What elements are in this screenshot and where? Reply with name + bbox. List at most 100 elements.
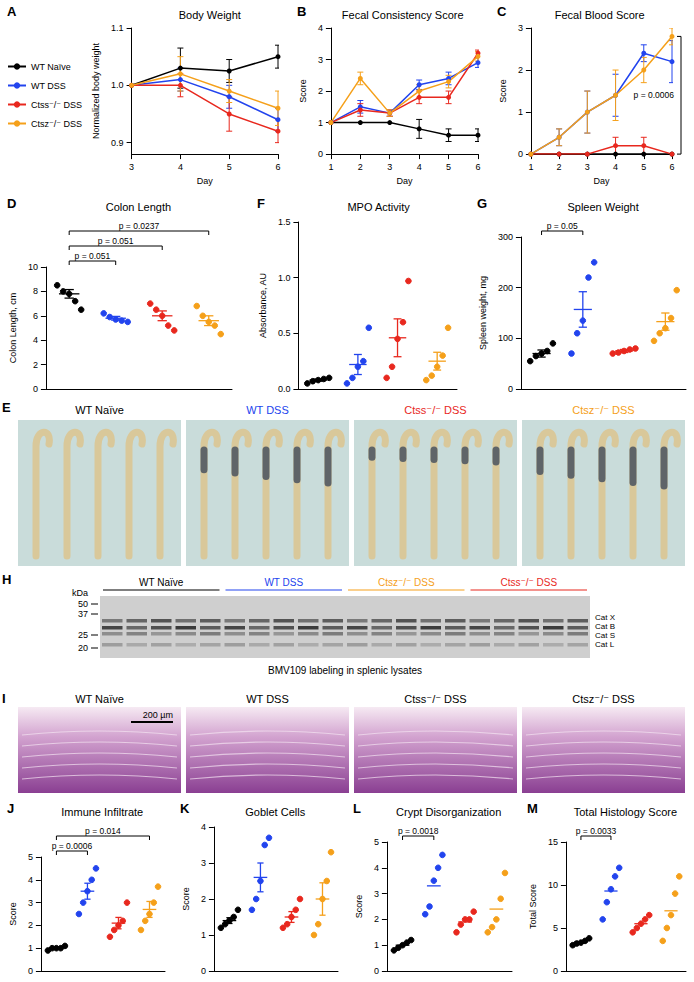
svg-text:Immune Infiltrate: Immune Infiltrate — [61, 806, 143, 818]
svg-text:5: 5 — [28, 852, 33, 862]
svg-text:K: K — [180, 801, 190, 816]
svg-text:F: F — [257, 196, 265, 211]
svg-text:2: 2 — [518, 65, 523, 75]
svg-text:2: 2 — [358, 162, 363, 172]
svg-text:E: E — [2, 400, 11, 415]
svg-text:Normalized body weight: Normalized body weight — [91, 43, 101, 140]
svg-text:4: 4 — [178, 162, 183, 172]
svg-text:4: 4 — [613, 162, 618, 172]
svg-text:M: M — [527, 801, 538, 816]
svg-text:200: 200 — [498, 283, 513, 293]
svg-text:Colon Length: Colon Length — [106, 201, 171, 213]
svg-text:1: 1 — [518, 107, 523, 117]
svg-text:2: 2 — [557, 162, 562, 172]
svg-text:J: J — [7, 801, 14, 816]
svg-text:4: 4 — [318, 23, 323, 33]
svg-text:1: 1 — [318, 118, 323, 128]
svg-text:0: 0 — [518, 149, 523, 159]
svg-text:0: 0 — [28, 966, 33, 976]
svg-text:0.0: 0.0 — [278, 384, 291, 394]
svg-text:100: 100 — [498, 333, 513, 343]
svg-text:Ctss⁻/⁻ DSS: Ctss⁻/⁻ DSS — [31, 100, 82, 110]
svg-text:BMV109 labeling in splenic lys: BMV109 labeling in splenic lysates — [268, 665, 422, 676]
svg-text:1: 1 — [328, 162, 333, 172]
svg-text:Spleen Weight: Spleen Weight — [567, 201, 638, 213]
svg-text:C: C — [497, 4, 507, 19]
svg-text:Cat S: Cat S — [595, 631, 615, 640]
svg-text:Ctss⁻/⁻ DSS: Ctss⁻/⁻ DSS — [404, 404, 466, 416]
svg-text:Fecal Consistency Score: Fecal Consistency Score — [342, 9, 464, 21]
svg-text:Total Histology Score: Total Histology Score — [574, 806, 677, 818]
svg-text:Fecal Blood Score: Fecal Blood Score — [555, 9, 645, 21]
svg-text:5: 5 — [374, 837, 379, 847]
svg-text:1.1: 1.1 — [111, 23, 124, 33]
svg-text:Score: Score — [498, 79, 508, 103]
svg-text:2: 2 — [28, 920, 33, 930]
svg-text:L: L — [353, 801, 361, 816]
svg-text:3: 3 — [318, 55, 323, 65]
svg-text:Score: Score — [298, 79, 308, 103]
svg-text:3: 3 — [387, 162, 392, 172]
svg-text:4: 4 — [201, 822, 206, 832]
svg-text:Spleen weight, mg: Spleen weight, mg — [478, 276, 488, 350]
svg-text:p = 0.014: p = 0.014 — [85, 826, 121, 836]
svg-text:H: H — [2, 572, 11, 587]
svg-text:p = 0.051: p = 0.051 — [98, 236, 134, 246]
svg-text:p = 0.051: p = 0.051 — [75, 251, 111, 261]
svg-text:1: 1 — [374, 940, 379, 950]
svg-text:1.0: 1.0 — [278, 273, 291, 283]
svg-text:Ctsz⁻/⁻ DSS: Ctsz⁻/⁻ DSS — [378, 577, 435, 588]
svg-text:Day: Day — [396, 176, 413, 186]
svg-text:2: 2 — [374, 914, 379, 924]
svg-text:4: 4 — [374, 863, 379, 873]
svg-text:WT DSS: WT DSS — [31, 81, 66, 91]
svg-text:WT DSS: WT DSS — [246, 693, 289, 705]
svg-text:3: 3 — [374, 889, 379, 899]
svg-text:2: 2 — [33, 360, 38, 370]
svg-text:Cat L: Cat L — [595, 640, 615, 649]
svg-text:5: 5 — [553, 923, 558, 933]
svg-text:8: 8 — [33, 286, 38, 296]
svg-text:Ctsz⁻/⁻ DSS: Ctsz⁻/⁻ DSS — [572, 404, 634, 416]
svg-text:6: 6 — [275, 162, 280, 172]
svg-text:15: 15 — [548, 837, 558, 847]
svg-text:p = 0.0006: p = 0.0006 — [52, 841, 93, 851]
svg-text:10: 10 — [28, 262, 38, 272]
svg-text:1.5: 1.5 — [278, 217, 291, 227]
svg-text:3: 3 — [129, 162, 134, 172]
svg-text:1: 1 — [528, 162, 533, 172]
svg-text:Score: Score — [354, 895, 364, 919]
svg-text:Ctss⁻/⁻ DSS: Ctss⁻/⁻ DSS — [500, 577, 557, 588]
svg-text:WT Naïve: WT Naïve — [75, 404, 124, 416]
svg-text:Crypt Disorganization: Crypt Disorganization — [396, 806, 501, 818]
svg-text:1: 1 — [28, 943, 33, 953]
svg-text:I: I — [2, 691, 6, 706]
svg-text:5: 5 — [641, 162, 646, 172]
svg-text:Colon Length, cm: Colon Length, cm — [8, 293, 18, 364]
svg-text:10: 10 — [548, 880, 558, 890]
svg-text:4: 4 — [28, 875, 33, 885]
svg-text:1.0: 1.0 — [111, 80, 124, 90]
svg-text:Absorbance, AU: Absorbance, AU — [258, 273, 268, 338]
svg-text:200 µm: 200 µm — [143, 710, 173, 720]
svg-text:0: 0 — [33, 384, 38, 394]
svg-text:0.5: 0.5 — [278, 328, 291, 338]
svg-text:Cat X: Cat X — [595, 613, 616, 622]
svg-text:6: 6 — [475, 162, 480, 172]
svg-text:p = 0.05: p = 0.05 — [547, 221, 578, 231]
svg-text:A: A — [7, 4, 17, 19]
svg-text:0: 0 — [374, 966, 379, 976]
svg-text:6: 6 — [669, 162, 674, 172]
svg-text:Ctsz⁻/⁻ DSS: Ctsz⁻/⁻ DSS — [31, 119, 82, 129]
svg-text:p = 0.0018: p = 0.0018 — [398, 826, 439, 836]
svg-text:5: 5 — [227, 162, 232, 172]
svg-text:WT Naïve: WT Naïve — [75, 693, 124, 705]
svg-text:B: B — [297, 4, 306, 19]
svg-text:Goblet Cells: Goblet Cells — [245, 806, 305, 818]
svg-text:Score: Score — [8, 902, 18, 926]
svg-text:37: 37 — [78, 609, 88, 619]
svg-text:0: 0 — [201, 966, 206, 976]
svg-text:p = 0.0237: p = 0.0237 — [119, 221, 160, 231]
svg-text:4: 4 — [33, 335, 38, 345]
svg-text:0: 0 — [553, 966, 558, 976]
